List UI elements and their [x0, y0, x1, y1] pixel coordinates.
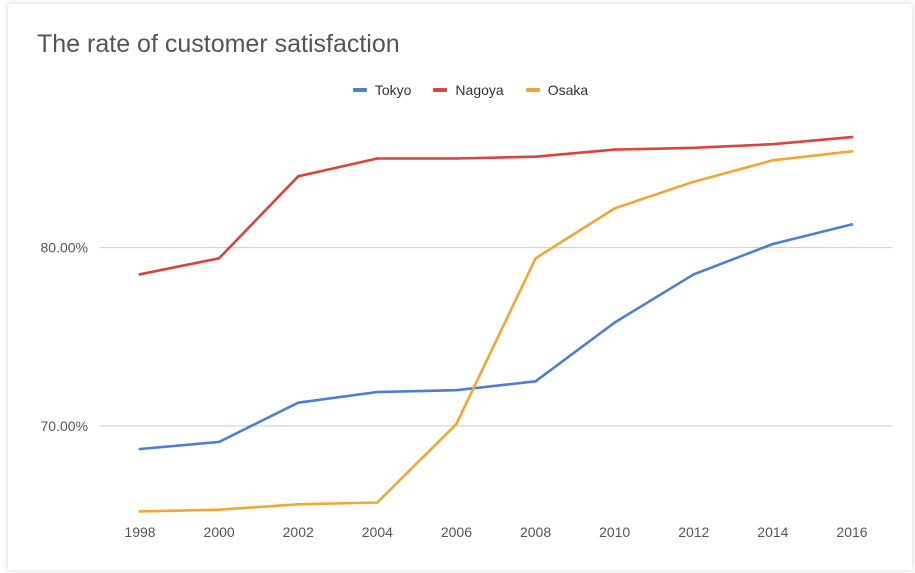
legend-label: Nagoya	[455, 82, 504, 98]
data-point-nagoya	[534, 155, 537, 158]
series-line-nagoya	[138, 135, 854, 276]
data-point-osaka	[296, 503, 300, 506]
x-tick-label: 2012	[678, 524, 709, 540]
data-point-osaka	[455, 422, 458, 426]
x-tick-label: 2010	[599, 524, 630, 540]
data-point-tokyo	[138, 447, 142, 451]
legend-item-osaka: Osaka	[525, 80, 589, 100]
data-point-tokyo	[850, 223, 854, 226]
y-tick-label: 70.00%	[41, 418, 88, 434]
legend-item-nagoya: Nagoya	[433, 80, 504, 100]
y-tick-label: 80.00%	[41, 240, 88, 256]
chart-legend: Tokyo Nagoya Osaka	[0, 80, 915, 100]
data-point-osaka	[613, 207, 616, 210]
data-point-osaka	[850, 150, 854, 153]
data-point-tokyo	[692, 273, 696, 276]
x-tick-label: 2006	[441, 524, 472, 540]
series-line-tokyo	[138, 223, 854, 451]
data-point-nagoya	[376, 157, 379, 160]
data-point-nagoya	[692, 146, 696, 150]
x-tick-label: 2014	[757, 524, 788, 540]
chart-title: The rate of customer satisfaction	[37, 30, 400, 58]
legend-swatch	[352, 88, 367, 92]
chart-card	[8, 4, 912, 570]
data-point-osaka	[217, 508, 221, 511]
data-point-tokyo	[376, 390, 379, 394]
data-point-tokyo	[534, 380, 537, 383]
x-tick-label: 1998	[124, 524, 155, 540]
x-tick-label: 2008	[520, 524, 551, 540]
data-point-tokyo	[455, 388, 458, 392]
data-point-nagoya	[296, 175, 300, 178]
legend-swatch	[525, 88, 540, 92]
series-line-osaka	[138, 150, 854, 513]
data-point-osaka	[376, 501, 379, 504]
data-point-nagoya	[613, 148, 616, 151]
data-point-nagoya	[850, 135, 854, 139]
data-point-tokyo	[296, 401, 300, 404]
data-point-nagoya	[217, 257, 221, 260]
x-tick-label: 2000	[204, 524, 235, 540]
x-tick-label: 2002	[283, 524, 314, 540]
data-point-osaka	[692, 180, 696, 183]
legend-swatch	[433, 88, 448, 92]
legend-label: Osaka	[547, 82, 589, 98]
data-point-tokyo	[771, 242, 775, 246]
data-point-osaka	[534, 257, 537, 260]
data-point-osaka	[771, 158, 775, 162]
data-point-tokyo	[217, 440, 221, 444]
x-tick-label: 2004	[362, 524, 393, 540]
data-point-nagoya	[455, 157, 458, 160]
data-point-nagoya	[138, 273, 142, 276]
legend-label: Tokyo	[374, 82, 412, 98]
data-point-tokyo	[613, 321, 616, 324]
legend-item-tokyo: Tokyo	[352, 80, 412, 100]
data-point-nagoya	[771, 142, 775, 146]
data-point-osaka	[138, 510, 142, 513]
x-tick-label: 2016	[836, 524, 867, 540]
